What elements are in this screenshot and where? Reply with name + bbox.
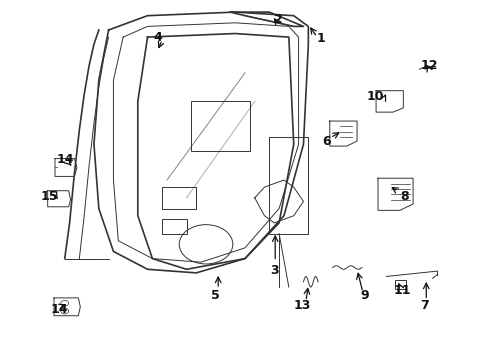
Text: 7: 7 [420,299,429,312]
Text: 2: 2 [274,13,283,26]
Text: 10: 10 [367,90,384,103]
Bar [162,219,187,234]
Bar [192,102,250,152]
Text: 14: 14 [50,303,68,316]
Text: 13: 13 [294,299,311,312]
Bar [395,280,406,289]
Text: 15: 15 [40,190,58,203]
Bar [162,187,196,208]
Text: 12: 12 [420,59,438,72]
Text: 14: 14 [57,153,74,166]
Text: 4: 4 [154,31,163,44]
Text: 8: 8 [400,190,409,203]
Text: 9: 9 [360,288,368,302]
Text: 6: 6 [322,135,331,148]
Text: 5: 5 [211,288,220,302]
Text: 1: 1 [316,32,325,45]
Text: 11: 11 [393,284,411,297]
Text: 3: 3 [270,264,278,276]
